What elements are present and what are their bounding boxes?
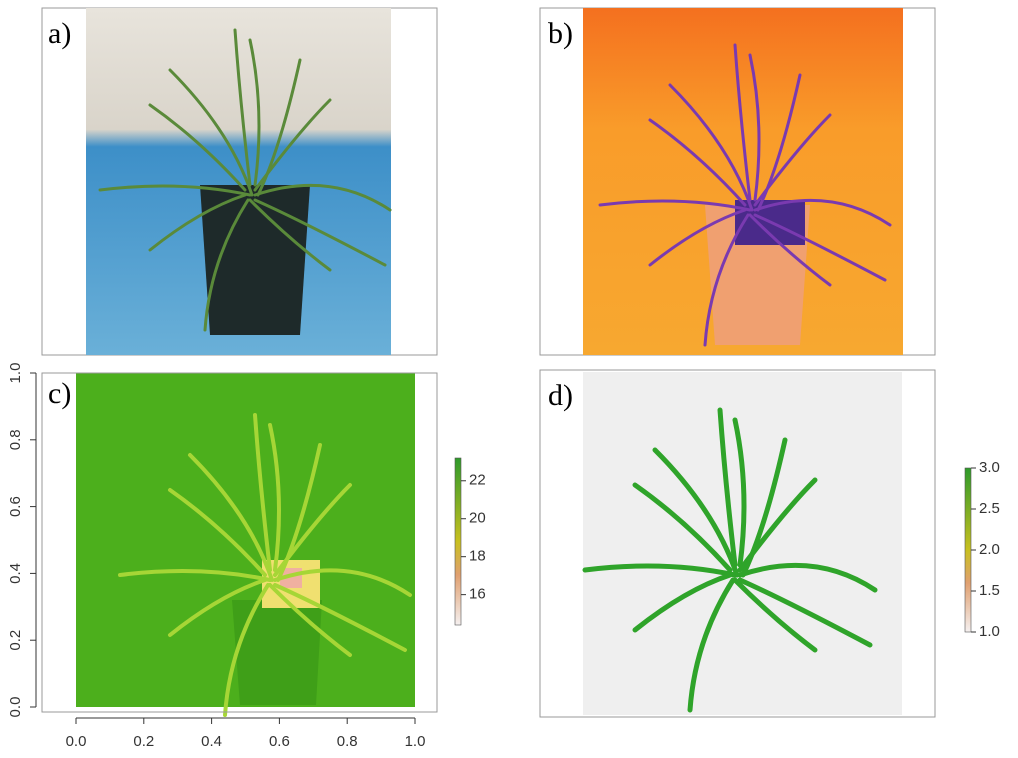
y-tick-label: 0.4 (7, 563, 24, 584)
panel-label: b) (548, 17, 573, 50)
colorbar-tick-label: 3.0 (979, 459, 1000, 476)
colorbar-tick-label: 2.5 (979, 500, 1000, 517)
y-tick-label: 0.0 (7, 697, 24, 718)
x-tick-label: 1.0 (405, 733, 426, 750)
colorbar-tick-label: 1.0 (979, 623, 1000, 640)
panel-label: d) (548, 379, 573, 412)
colorbar (965, 468, 971, 632)
y-tick-label: 1.0 (7, 363, 24, 384)
pot (232, 600, 322, 705)
panel-label: a) (48, 17, 71, 50)
colorbar-tick-label: 2.0 (979, 541, 1000, 558)
x-tick-label: 0.6 (269, 733, 290, 750)
page: {"panels": [{"label": "a)"}, {"label": "… (0, 0, 1018, 758)
colorbar (455, 458, 461, 625)
colorbar-tick-label: 16 (469, 586, 486, 603)
colorbar-tick-label: 1.5 (979, 582, 1000, 599)
y-tick-label: 0.6 (7, 496, 24, 517)
colorbar-tick-label: 18 (469, 548, 486, 565)
figure: a) b) c) 0.0 0.2 0.4 0.6 0.8 1.0 0.0 0.2 0.4 0.6 0.… (0, 0, 1018, 758)
x-tick-label: 0.8 (337, 733, 358, 750)
x-tick-label: 0.4 (201, 733, 222, 750)
colorbar-tick-label: 22 (469, 472, 486, 489)
y-tick-label: 0.2 (7, 630, 24, 651)
panel-label: c) (48, 377, 71, 410)
x-tick-label: 0.2 (133, 733, 154, 750)
y-tick-label: 0.8 (7, 429, 24, 450)
colorbar-tick-label: 20 (469, 510, 486, 527)
x-tick-label: 0.0 (66, 733, 87, 750)
